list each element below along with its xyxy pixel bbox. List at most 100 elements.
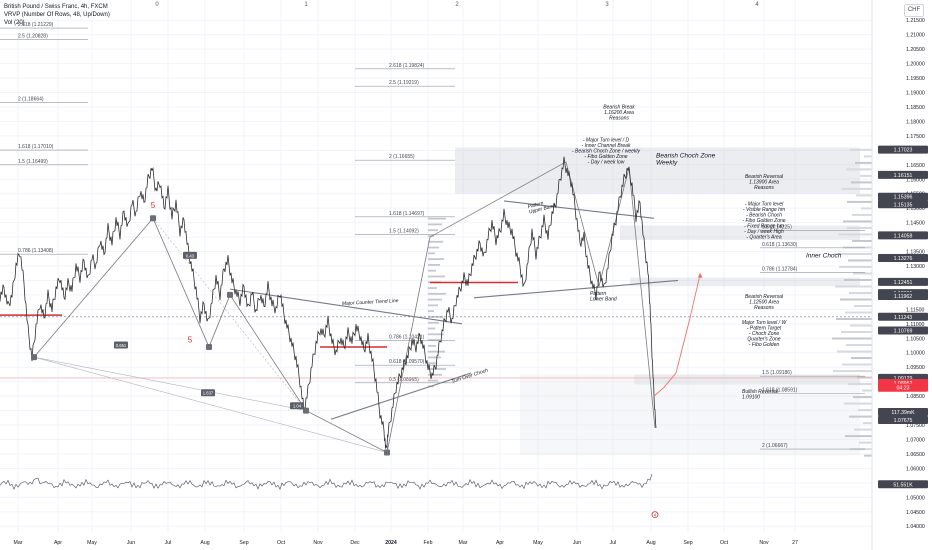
fib-right-label: 0.5 (1.14225) (762, 225, 792, 231)
price-tag (878, 277, 928, 286)
price-axis-tick: 1.10500 (906, 336, 925, 342)
price-tag (878, 145, 928, 154)
volume-profile-bar (852, 239, 872, 242)
time-axis: Mar Apr May Jun Jul Aug Sep Oct Nov Dec 2024 Feb Mar… (0, 532, 872, 550)
fib-mid-label: 1.618 (1.14697) (389, 211, 425, 217)
volume-profile-bar (852, 213, 872, 216)
volume-profile-bar (842, 363, 872, 366)
time-axis-tick: May (87, 540, 97, 546)
price-tag (878, 254, 928, 263)
volume-spike-marker (651, 511, 659, 519)
annotation-line: Pattern (590, 291, 606, 297)
volume-profile-bar (428, 240, 443, 243)
price-tag (878, 312, 928, 321)
fib-mid-label: 2.5 (1.19219) (389, 80, 419, 86)
price-axis-tick: 1.11500 (906, 307, 924, 313)
price-tag-label: 117.39mK (891, 410, 915, 416)
annotation-line: Lower Band (590, 296, 617, 302)
fib-mid-label: 0.5 (1.08965) (389, 377, 419, 383)
projection-path (653, 274, 701, 397)
volume-profile-bar (428, 368, 446, 370)
time-axis-tick: Nov (759, 540, 769, 546)
volume-profile-bar (428, 298, 442, 301)
volume-profile-bar (848, 259, 872, 262)
annotation-line: - Fixed Range hm (744, 223, 784, 229)
time-axis-tick: Mar (459, 540, 468, 546)
volume-profile-bar (832, 337, 872, 340)
annotation-inner-choch: Inner Choch (806, 252, 842, 259)
symbol-title[interactable]: British Pound / Swiss Franc, 4h, FXCM (4, 4, 108, 10)
wave-label: 1 (304, 2, 308, 8)
volume-profile-bar (863, 422, 872, 425)
price-axis-tick: 1.07000 (906, 437, 925, 443)
grid (0, 0, 872, 532)
volume-profile-bar (842, 187, 872, 190)
volume-profile-bar (428, 333, 444, 336)
zone-shade (634, 374, 860, 385)
annotation-line: - Major Turn level / D (583, 138, 630, 144)
annotation-line: - Fibo Golden Zone (584, 154, 627, 160)
annotation-line: Inner Choch (806, 252, 842, 259)
zone-shade (520, 374, 860, 456)
fib-left-label: 2.5 (1.20828) (18, 34, 48, 40)
annotation-line: Bullish Reversal (742, 389, 779, 395)
volume-profile-bar (841, 331, 872, 334)
volume-profile-bar (855, 161, 872, 164)
time-axis-tick: 27 (792, 540, 798, 546)
volume-profile-bar (428, 269, 436, 272)
annotation-line: - Bearish Choch (746, 212, 782, 218)
time-axis-tick: Feb (424, 540, 433, 546)
fib-mid-label: 2 (1.16655) (389, 154, 415, 160)
fib-mid-label: 0.618 (1.09570) (389, 359, 425, 365)
fib-left-label: 1.618 (1.17010) (18, 144, 54, 150)
volume-profile-bar (428, 344, 436, 347)
major-counter-trend-line (229, 288, 463, 325)
volume-profile-bar (853, 396, 872, 399)
volume-profile (428, 148, 872, 457)
volume-profile-bar (428, 356, 441, 359)
fib-right-label: 0.618 (1.13630) (762, 242, 798, 248)
price-axis-tick: 1.06500 (906, 452, 925, 458)
price-axis-tick: 1.19000 (906, 91, 925, 97)
volume-profile-bar (861, 207, 872, 210)
price-axis-tick: 1.10000 (906, 351, 925, 357)
volume-profile-bar (862, 389, 872, 392)
volume-indicator-label[interactable]: Vol (20) (4, 20, 25, 26)
price-tag (878, 170, 928, 179)
time-axis-tick: Mar (14, 540, 23, 546)
volume-profile-bar (854, 428, 872, 431)
price-tag-label: 1.13276 (894, 256, 913, 262)
annotation-line: Bearish Reversal (745, 174, 784, 180)
wave-guide-line (152, 218, 307, 411)
currency-button[interactable]: CHF (904, 4, 924, 17)
volume-profile-bar (854, 305, 872, 308)
volume-profile-bar (844, 278, 872, 281)
time-axis-tick: Apr (54, 540, 62, 546)
price-axis-tick: 1.06000 (906, 466, 925, 472)
wave-node-marker (227, 291, 233, 298)
annotation-line: - Pattern Target (747, 325, 782, 331)
volume-profile-bar (834, 252, 872, 255)
price-tag (878, 192, 928, 201)
price-tag (878, 415, 928, 424)
time-axis-tick: Sep (683, 540, 692, 546)
vrvp-indicator-label[interactable]: VRVP (Number Of Rows, 48, Up/Down) (4, 12, 110, 18)
wave-label: 4 (755, 2, 759, 8)
volume-profile-bar (837, 350, 872, 353)
volume-profile-bar (838, 233, 872, 236)
price-axis-tick: 1.20500 (906, 47, 925, 53)
price-axis: 1.040001.045001.050001.055001.060001.065… (871, 0, 932, 550)
volume-profile-bar (428, 362, 437, 365)
volume-oscillator-line (0, 473, 653, 490)
annotation-line: Bearish Reversal (745, 294, 784, 300)
volume-profile-bar (428, 235, 434, 237)
wave-node-marker (206, 343, 212, 350)
volume-profile-bar (844, 402, 872, 405)
annotation-line: Bearish Choch Zone (656, 153, 716, 160)
volume-profile-bar (839, 265, 872, 268)
wave-label: 5 (151, 201, 156, 210)
volume-profile-bar (428, 258, 444, 261)
